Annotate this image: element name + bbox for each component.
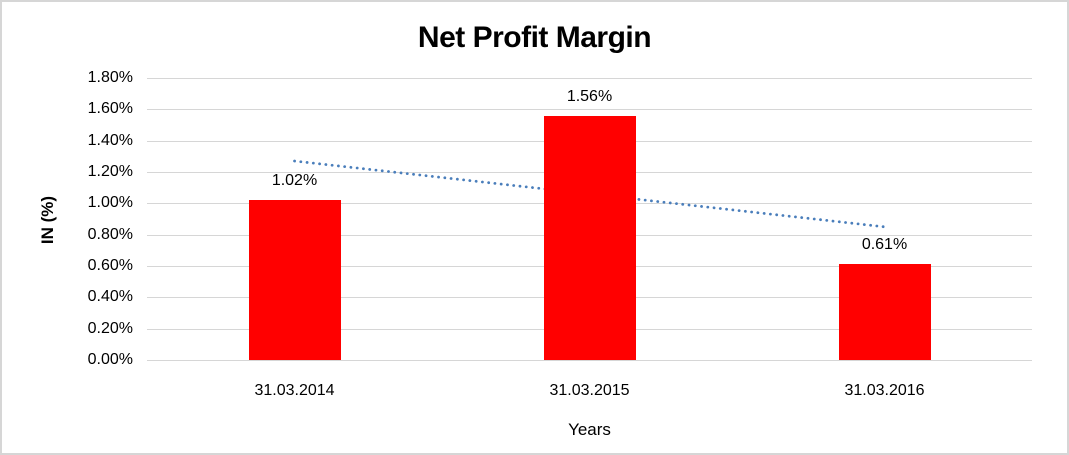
x-tick-label: 31.03.2016 [844,382,925,399]
x-tick-label: 31.03.2014 [254,382,335,399]
y-tick-label: 0.60% [87,257,133,274]
y-tick-label: 1.00% [87,194,133,212]
y-tick-label: 0.00% [87,351,133,368]
y-tick-label: 1.20% [87,163,133,180]
y-tick-label: 0.40% [87,288,133,306]
bar [248,200,341,360]
bar [838,264,931,360]
gridline [147,78,1032,79]
bar [543,115,636,360]
x-axis-title: Years [568,420,611,439]
y-tick-label: 1.80% [87,69,133,86]
y-tick-label: 0.20% [87,319,133,337]
bar-data-label: 0.61% [861,236,908,254]
y-tick-label: 1.60% [87,100,133,118]
gridline [147,360,1032,361]
y-tick-label: 0.80% [87,225,133,243]
bar-data-label: 1.56% [566,87,613,105]
x-tick-label: 31.03.2015 [549,382,630,399]
chart-title: Net Profit Margin [417,21,652,54]
y-tick-label: 1.40% [87,131,133,149]
bar-data-label: 1.02% [271,172,318,190]
gridline [147,109,1032,111]
